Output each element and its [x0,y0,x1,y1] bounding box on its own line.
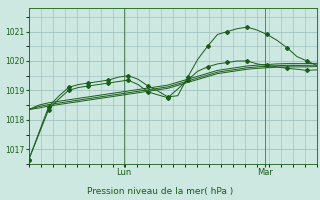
Text: Pression niveau de la mer( hPa ): Pression niveau de la mer( hPa ) [87,187,233,196]
